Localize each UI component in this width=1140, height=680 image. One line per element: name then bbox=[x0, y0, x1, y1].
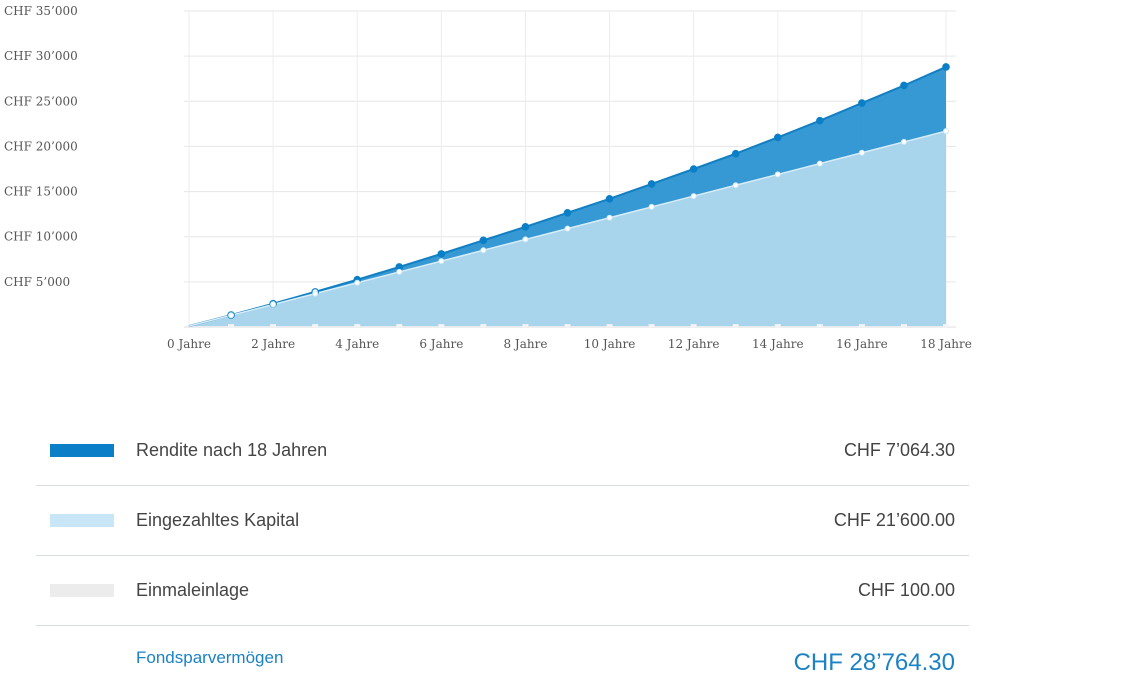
kapital-point bbox=[480, 247, 487, 254]
rendite-value: CHF 7’064.30 bbox=[843, 440, 955, 460]
einmaleinlage-swatch bbox=[50, 584, 114, 597]
einmaleinlage-point bbox=[774, 324, 781, 328]
kapital-point bbox=[774, 171, 781, 178]
y-tick-label: CHF 15’000 bbox=[4, 185, 78, 199]
kapital-point bbox=[270, 301, 277, 308]
kapital-point bbox=[564, 225, 571, 232]
einmaleinlage-point bbox=[270, 324, 277, 328]
kapital-point bbox=[648, 203, 655, 210]
x-tick-label: 12 Jahre bbox=[668, 337, 720, 351]
x-tick-label: 4 Jahre bbox=[335, 337, 379, 351]
x-axis: 0 Jahre 2 Jahre 4 Jahre 6 Jahre 8 Jahre 10 Ja… bbox=[167, 337, 972, 351]
rendite-swatch bbox=[50, 444, 114, 457]
einmaleinlage-point bbox=[564, 324, 571, 328]
total-label: Fondsparvermögen bbox=[136, 648, 284, 667]
x-tick-label: 2 Jahre bbox=[251, 337, 295, 351]
x-tick-label: 18 Jahre bbox=[920, 337, 972, 351]
kapital-point bbox=[438, 258, 445, 265]
einmaleinlage-point bbox=[480, 324, 487, 328]
rendite-point bbox=[605, 194, 614, 203]
x-tick-label: 10 Jahre bbox=[584, 337, 636, 351]
einmaleinlage-point bbox=[858, 324, 865, 328]
legend-row-rendite: Rendite nach 18 Jahren CHF 7’064.30 bbox=[36, 416, 969, 486]
einmaleinlage-point bbox=[396, 324, 403, 328]
einmaleinlage-point bbox=[354, 324, 361, 328]
y-axis: CHF 5’000 CHF 10’000 CHF 15’000 CHF 20’000 C… bbox=[4, 4, 78, 289]
einmaleinlage-point bbox=[900, 324, 907, 328]
x-tick-label: 6 Jahre bbox=[419, 337, 463, 351]
kapital-label: Eingezahltes Kapital bbox=[136, 510, 300, 530]
rendite-point bbox=[900, 81, 908, 90]
total-value: CHF 28’764.30 bbox=[793, 649, 955, 676]
legend-table: Rendite nach 18 Jahren CHF 7’064.30 Eing… bbox=[36, 416, 969, 676]
growth-area-chart: CHF 5’000 CHF 10’000 CHF 15’000 CHF 20’000 C… bbox=[4, 4, 972, 351]
einmaleinlage-point bbox=[312, 324, 319, 328]
einmaleinlage-point bbox=[816, 324, 823, 328]
x-tick-label: 16 Jahre bbox=[836, 337, 888, 351]
kapital-point bbox=[943, 128, 949, 135]
einmaleinlage-point bbox=[522, 324, 529, 328]
einmaleinlage-point bbox=[943, 324, 949, 328]
rendite-point bbox=[816, 116, 824, 125]
rendite-point bbox=[731, 149, 740, 158]
rendite-point bbox=[858, 99, 866, 107]
rendite-point bbox=[521, 222, 530, 231]
kapital-point bbox=[606, 214, 613, 221]
legend-row-einmaleinlage: Einmaleinlage CHF 100.00 bbox=[36, 556, 969, 626]
chart-points bbox=[227, 63, 950, 328]
kapital-point bbox=[816, 160, 823, 167]
einmaleinlage-point bbox=[690, 324, 697, 328]
kapital-point bbox=[690, 193, 697, 200]
kapital-point bbox=[312, 290, 319, 297]
kapital-point bbox=[228, 312, 235, 319]
kapital-point bbox=[732, 182, 739, 189]
einmaleinlage-label: Einmaleinlage bbox=[136, 580, 250, 600]
rendite-point bbox=[773, 133, 782, 142]
y-tick-label: CHF 10’000 bbox=[4, 230, 78, 244]
kapital-swatch bbox=[50, 514, 114, 527]
einmaleinlage-point bbox=[438, 324, 445, 328]
einmaleinlage-value: CHF 100.00 bbox=[857, 580, 955, 600]
rendite-point bbox=[479, 236, 488, 245]
rendite-point bbox=[563, 208, 572, 217]
einmaleinlage-point bbox=[648, 324, 655, 328]
kapital-point bbox=[522, 236, 529, 243]
x-tick-label: 8 Jahre bbox=[503, 337, 547, 351]
legend-row-kapital: Eingezahltes Kapital CHF 21’600.00 bbox=[36, 486, 969, 556]
x-tick-label: 14 Jahre bbox=[752, 337, 804, 351]
einmaleinlage-point bbox=[228, 324, 235, 328]
rendite-label: Rendite nach 18 Jahren bbox=[136, 440, 328, 460]
rendite-point bbox=[647, 180, 656, 188]
y-tick-label: CHF 35’000 bbox=[4, 4, 78, 18]
rendite-point bbox=[942, 63, 950, 71]
kapital-value: CHF 21’600.00 bbox=[833, 510, 955, 530]
kapital-point bbox=[396, 268, 403, 275]
y-tick-label: CHF 5’000 bbox=[4, 275, 70, 289]
y-tick-label: CHF 25’000 bbox=[4, 94, 78, 108]
chart-areas bbox=[188, 66, 947, 328]
y-tick-label: CHF 30’000 bbox=[4, 49, 78, 63]
x-tick-label: 0 Jahre bbox=[167, 337, 211, 351]
rendite-point bbox=[437, 250, 446, 258]
y-tick-label: CHF 20’000 bbox=[4, 139, 78, 153]
einmaleinlage-point bbox=[732, 324, 739, 328]
kapital-point bbox=[900, 138, 907, 145]
kapital-point bbox=[858, 149, 865, 156]
einmaleinlage-point bbox=[606, 324, 613, 328]
rendite-point bbox=[689, 165, 698, 173]
kapital-point bbox=[354, 279, 361, 286]
